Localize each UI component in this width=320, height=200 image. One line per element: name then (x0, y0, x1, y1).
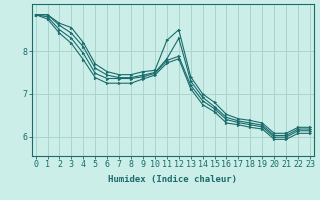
X-axis label: Humidex (Indice chaleur): Humidex (Indice chaleur) (108, 175, 237, 184)
